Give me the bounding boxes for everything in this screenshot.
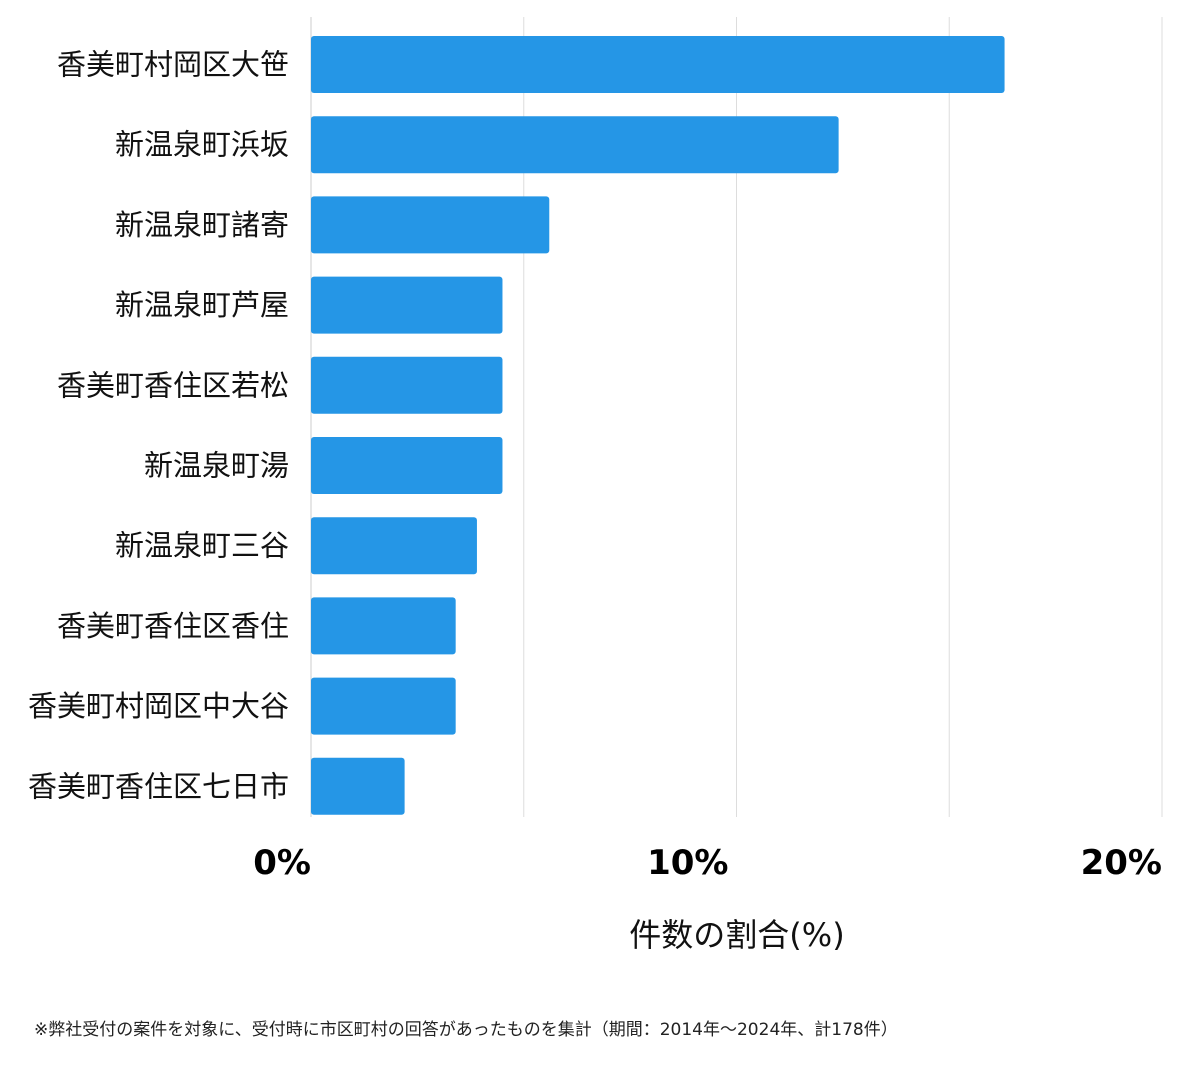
tick-label: 10% [647,843,728,883]
bar-chart: 香美町村岡区大笹新温泉町浜坂新温泉町諸寄新温泉町芦屋香美町香住区若松新温泉町湯新… [28,17,1163,954]
bar [311,196,550,254]
bar [311,517,477,575]
category-label: 新温泉町浜坂 [115,128,289,162]
category-label: 新温泉町三谷 [115,529,289,563]
footnote: ※弊社受付の案件を対象に、受付時に市区町村の回答があったものを集計（期間：201… [34,1020,898,1040]
tick-label: 20% [1081,843,1162,883]
category-label: 新温泉町湯 [144,449,289,483]
category-label: 香美町香住区七日市 [28,769,289,803]
tick-label: 0% [253,843,311,883]
bar [311,276,503,334]
category-label: 香美町村岡区中大谷 [28,689,289,723]
bar [311,677,456,735]
bar [311,597,456,655]
category-labels: 香美町村岡区大笹新温泉町浜坂新温泉町諸寄新温泉町芦屋香美町香住区若松新温泉町湯新… [28,48,289,804]
bar [311,757,405,815]
category-label: 新温泉町諸寄 [115,208,289,242]
tick-labels: 0% 10% 20% [253,843,1162,883]
category-label: 新温泉町芦屋 [115,288,289,322]
category-label: 香美町香住区若松 [57,368,289,402]
bar [311,356,503,414]
category-label: 香美町香住区香住 [57,609,289,643]
bar [311,437,503,494]
category-label: 香美町村岡区大笹 [57,48,289,82]
bar [311,36,1005,93]
bar [311,116,839,174]
x-axis-title: 件数の割合(%) [629,916,844,954]
bars [311,36,1005,815]
